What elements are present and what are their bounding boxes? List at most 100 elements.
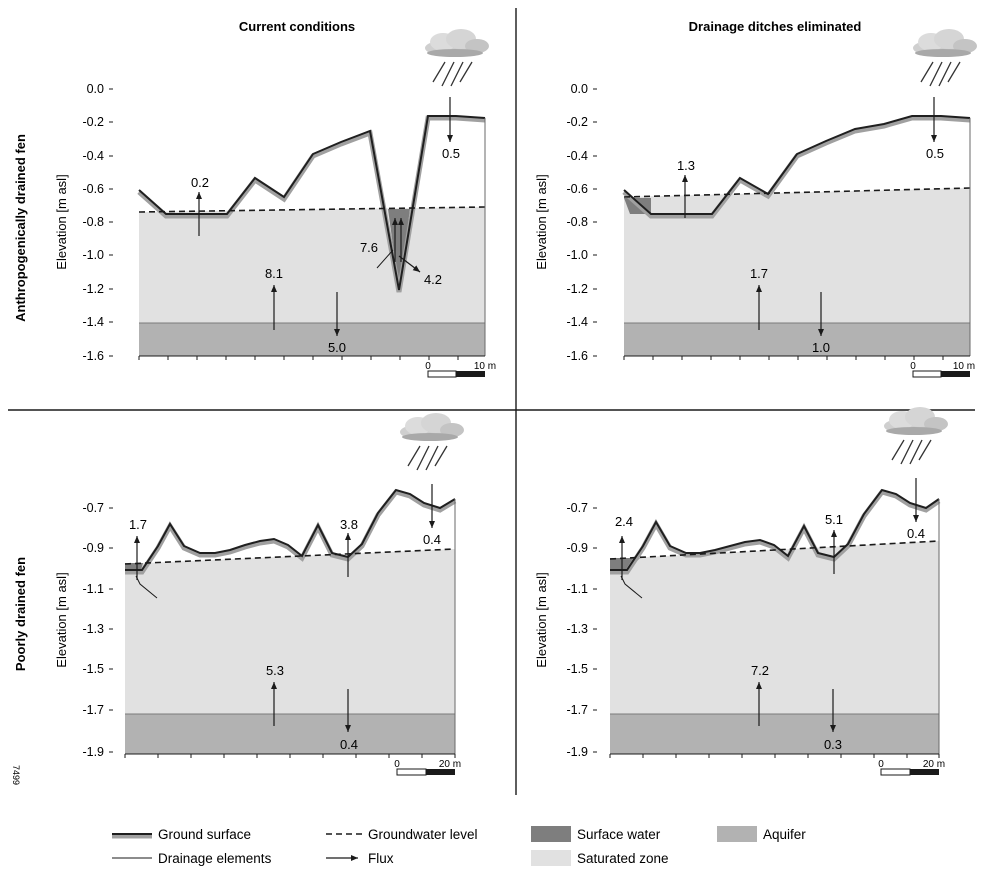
legend-item-aquifer: Aquifer [717,826,806,842]
surface-water [388,209,410,290]
figure-number: 7499 [11,765,21,785]
svg-text:20 m: 20 m [923,759,945,770]
panel-bottom-right: Elevation [m asl] -0.7 -0.9 -1.1 -1.3 -1… [534,406,949,776]
legend-item-drainage-elements: Drainage elements [112,851,272,866]
svg-text:-1.3: -1.3 [566,622,588,636]
svg-text:-1.7: -1.7 [566,703,588,717]
y-axis-label: Elevation [m asl] [54,572,69,667]
svg-text:-0.9: -0.9 [82,541,104,555]
svg-text:-1.0: -1.0 [566,248,588,262]
groundwater-level [623,187,971,198]
svg-text:20 m: 20 m [439,759,461,770]
panel-bottom-left: Elevation [m asl] -0.7 -0.9 -1.1 -1.3 -1… [54,412,465,776]
svg-text:0: 0 [878,759,884,770]
flux-value: 0.2 [191,175,209,190]
groundwater-level [124,548,456,565]
flux-value: 0.4 [423,532,441,547]
y-tick-labels: 0.0 -0.2 -0.4 -0.6 -0.8 -1.0 -1.2 -1.4 -… [82,82,104,363]
svg-text:-0.2: -0.2 [82,115,104,129]
saturated-zone [125,549,455,714]
y-axis-label: Elevation [m asl] [54,174,69,269]
y-tick-labels: -0.7 -0.9 -1.1 -1.3 -1.5 -1.7 -1.9 [566,501,588,759]
ground-surface [610,489,941,575]
aquifer [139,323,485,356]
saturated-zone [624,188,970,323]
svg-text:-0.6: -0.6 [566,182,588,196]
svg-text:-0.8: -0.8 [82,215,104,229]
svg-text:0: 0 [910,361,916,372]
svg-text:-1.9: -1.9 [82,745,104,759]
flux-value: 3.8 [340,517,358,532]
surface-water [125,563,143,570]
scale-bar: 0 20 m [394,759,461,776]
svg-text:-1.1: -1.1 [82,582,104,596]
rain-cloud-icon [883,406,949,465]
svg-text:-1.2: -1.2 [82,282,104,296]
rain-cloud-icon [424,28,490,87]
y-tick-labels: -0.7 -0.9 -1.1 -1.3 -1.5 -1.7 -1.9 [82,501,104,759]
flux-value: 4.2 [424,272,442,287]
flux-value: 8.1 [265,266,283,281]
svg-text:Saturated zone: Saturated zone [577,851,669,866]
svg-text:0: 0 [425,361,431,372]
aquifer [610,714,939,754]
aquifer [125,714,455,754]
svg-text:-1.1: -1.1 [566,582,588,596]
svg-text:Surface water: Surface water [577,827,661,842]
svg-text:Groundwater level: Groundwater level [368,827,478,842]
flux-value: 7.2 [751,663,769,678]
svg-text:10 m: 10 m [953,361,975,372]
y-axis-label: Elevation [m asl] [534,572,549,667]
svg-text:Ground surface: Ground surface [158,827,251,842]
svg-text:-1.2: -1.2 [566,282,588,296]
svg-text:0.0: 0.0 [87,82,104,96]
aquifer [624,323,970,356]
saturated-zone [139,207,485,323]
svg-text:-1.0: -1.0 [82,248,104,262]
y-axis-label: Elevation [m asl] [534,174,549,269]
svg-text:-0.7: -0.7 [82,501,104,515]
flux-value: 1.7 [750,266,768,281]
row-title-poorly-drained: Poorly drained fen [13,557,28,671]
legend-item-groundwater-level: Groundwater level [326,827,478,842]
flux-value: 1.3 [677,158,695,173]
scale-bar: 0 10 m [910,361,975,378]
row-title-anthropogenic: Anthropogenically drained fen [13,134,28,322]
legend-item-surface-water: Surface water [531,826,661,842]
scale-bar: 0 20 m [878,759,945,776]
svg-text:0.0: 0.0 [571,82,588,96]
column-title-current: Current conditions [239,19,355,34]
svg-text:-0.4: -0.4 [82,149,104,163]
drainage-element [376,249,394,269]
svg-text:Drainage elements: Drainage elements [158,851,272,866]
svg-text:-1.4: -1.4 [82,315,104,329]
svg-text:-0.8: -0.8 [566,215,588,229]
ground-surface [125,489,457,575]
svg-text:Aquifer: Aquifer [763,827,806,842]
svg-text:-0.7: -0.7 [566,501,588,515]
svg-text:-1.3: -1.3 [82,622,104,636]
flux-value: 5.0 [328,340,346,355]
groundwater-level [609,540,940,560]
scale-bar: 0 10 m [425,361,496,378]
flux-value: 0.5 [926,146,944,161]
flux-value: 7.6 [360,240,378,255]
rain-cloud-icon [399,412,465,471]
svg-text:-0.4: -0.4 [566,149,588,163]
saturated-zone [610,541,939,714]
flux-value: 5.1 [825,512,843,527]
flux-arrow [398,255,421,273]
svg-text:-1.6: -1.6 [82,349,104,363]
legend-item-ground-surface: Ground surface [112,827,251,842]
svg-text:-0.2: -0.2 [566,115,588,129]
flux-value: 0.3 [824,737,842,752]
flux-value: 0.4 [340,737,358,752]
svg-text:-1.4: -1.4 [566,315,588,329]
flux-value: 0.5 [442,146,460,161]
svg-text:-1.5: -1.5 [566,662,588,676]
flux-value: 1.7 [129,517,147,532]
ground-surface [622,115,971,219]
groundwater-level [138,206,486,213]
svg-text:-1.7: -1.7 [82,703,104,717]
